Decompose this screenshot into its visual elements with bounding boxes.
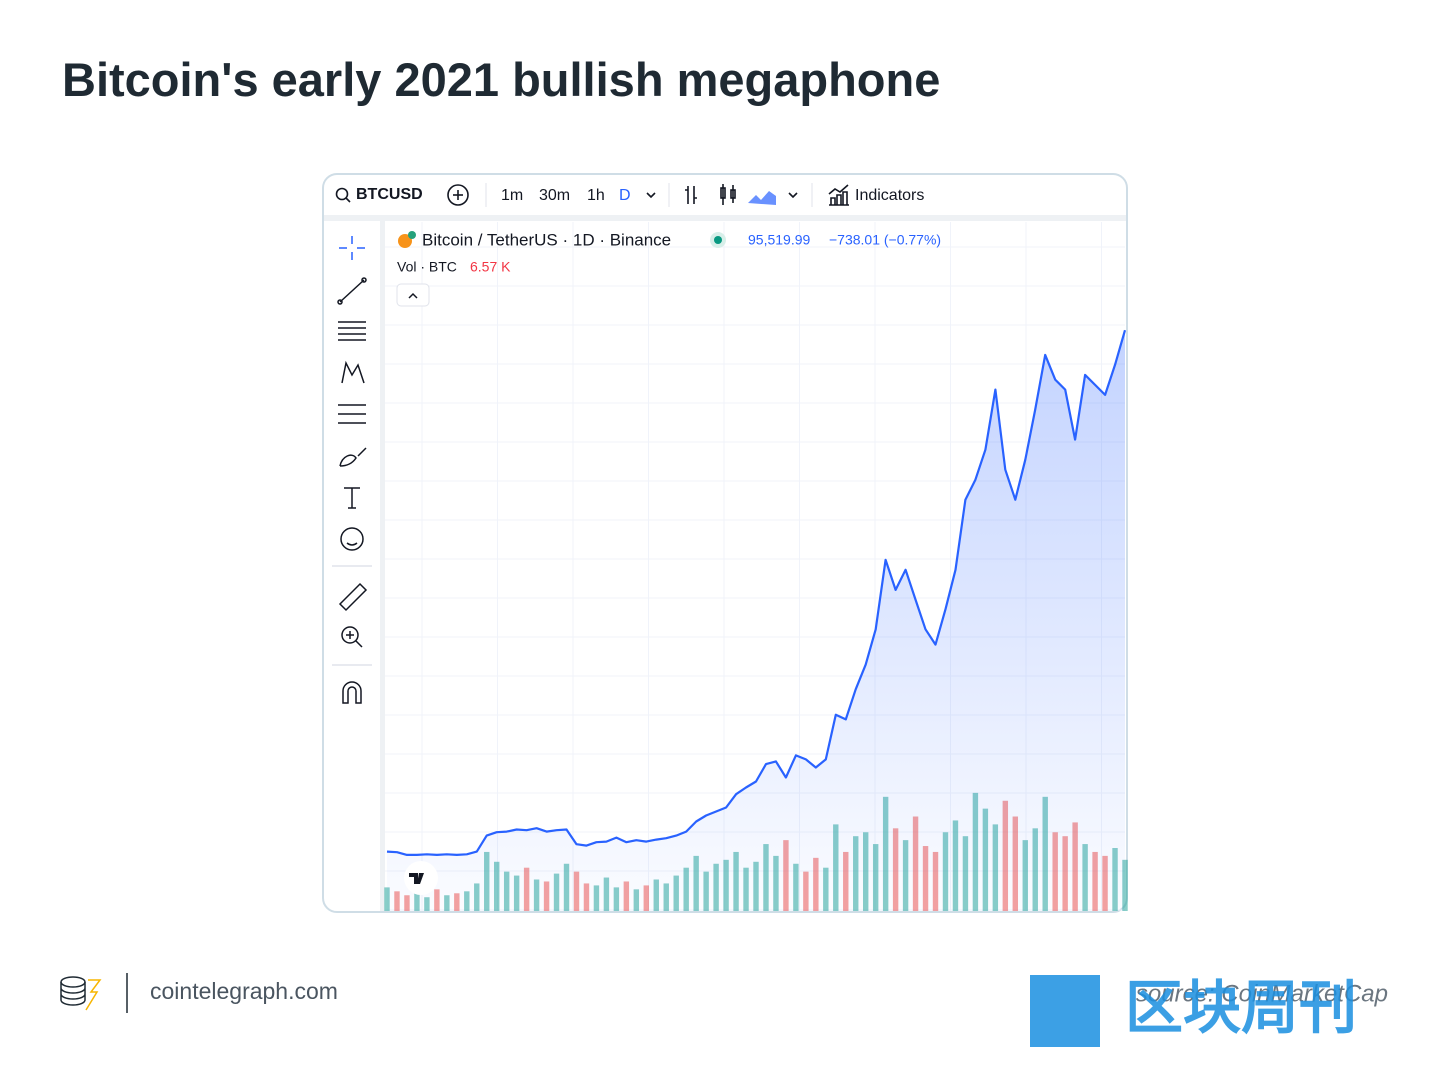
price-change: −738.01 (−0.77%) xyxy=(829,232,941,248)
coin-icon xyxy=(398,234,412,248)
source: source: CoinMarketCap xyxy=(1136,980,1388,1007)
series-name: Bitcoin / TetherUS · 1D · Binance xyxy=(422,230,671,249)
watermark-logo xyxy=(1030,975,1100,1047)
area-icon xyxy=(748,191,776,205)
symbol[interactable]: BTCUSD xyxy=(356,186,423,203)
watermark: 区块周刊 xyxy=(1125,975,1357,1040)
coin-icon xyxy=(408,231,416,239)
indicators-button[interactable]: Indicators xyxy=(855,187,924,204)
drawing-tools xyxy=(332,236,372,704)
last-price: 95,519.99 xyxy=(748,232,810,248)
status-dot xyxy=(714,236,722,244)
interval[interactable]: 1m xyxy=(501,187,523,204)
interval[interactable]: 30m xyxy=(539,187,570,204)
volume-value: 6.57 K xyxy=(470,259,511,275)
tv-logo xyxy=(409,873,424,884)
site: cointelegraph.com xyxy=(150,978,338,1004)
sidebar-divider xyxy=(380,221,385,911)
area-fill xyxy=(387,330,1125,911)
toolbar-icons xyxy=(335,184,849,206)
toolbar-divider xyxy=(324,215,1126,221)
interval-active[interactable]: D xyxy=(619,187,631,204)
volume-label: Vol · BTC xyxy=(397,259,457,275)
title: Bitcoin's early 2021 bullish megaphone xyxy=(62,53,941,106)
collapse-icon xyxy=(408,292,418,299)
plot xyxy=(384,329,1128,911)
ct-logo xyxy=(60,976,102,1011)
price-line xyxy=(386,329,1127,856)
interval[interactable]: 1h xyxy=(587,187,605,204)
